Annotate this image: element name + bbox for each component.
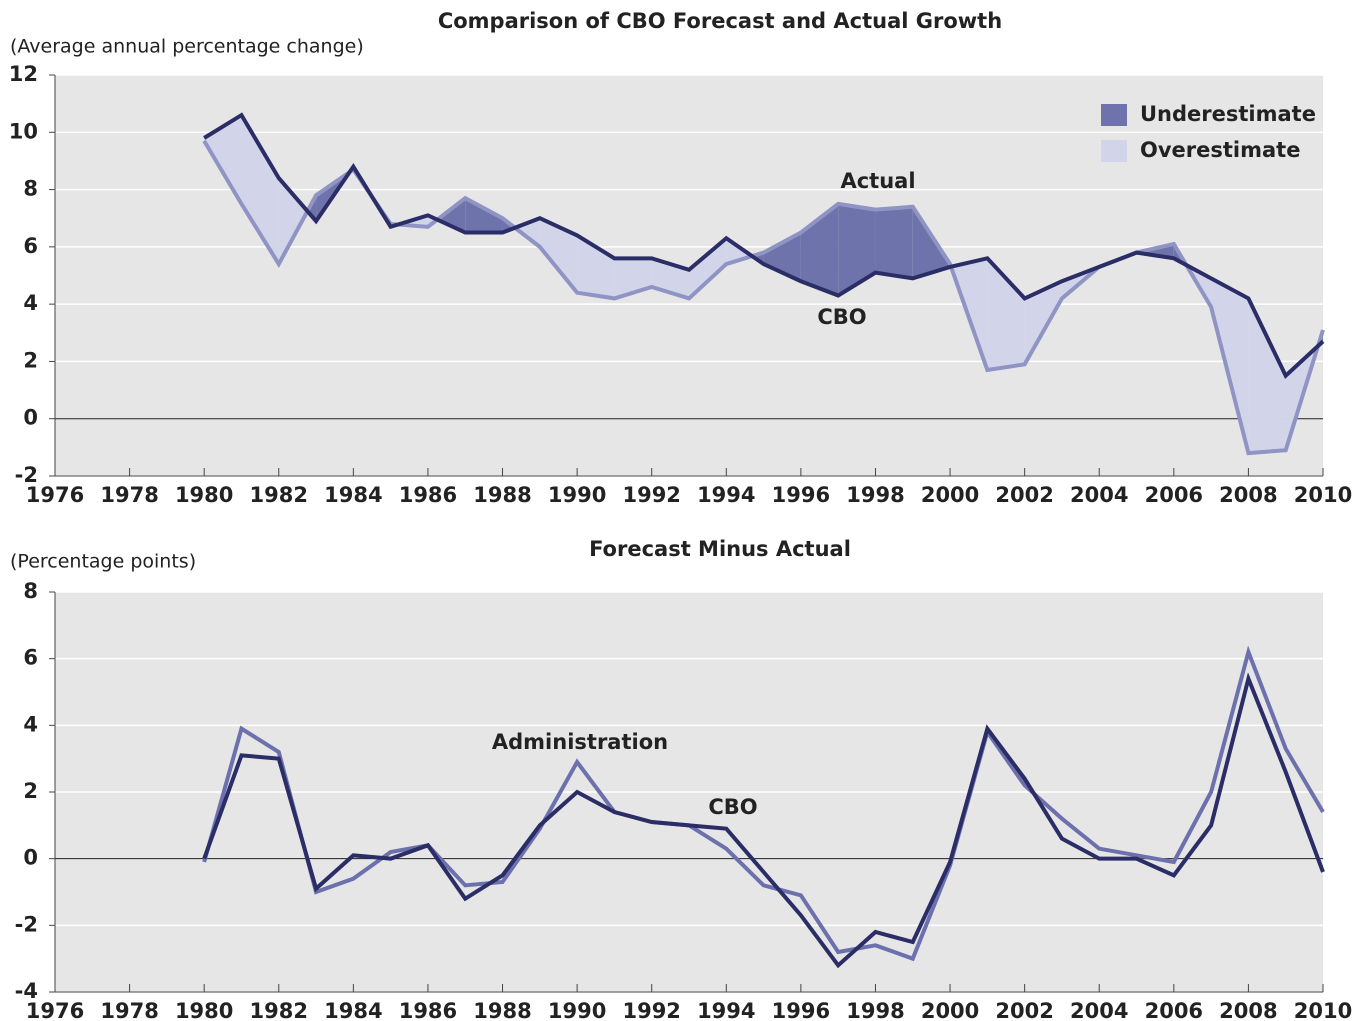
x-tick-label: 2000 [921, 999, 979, 1021]
y-tick-label: 6 [23, 646, 38, 670]
y-tick-label: -2 [15, 463, 38, 487]
y-tick-label: 2 [23, 348, 38, 372]
y-tick-label: 6 [23, 234, 38, 258]
x-tick-label: 1996 [772, 483, 830, 507]
x-tick-label: 1978 [100, 483, 158, 507]
fill-band [539, 218, 578, 293]
x-tick-label: 1976 [26, 999, 84, 1021]
fill-band [204, 115, 242, 204]
x-tick-label: 1998 [846, 483, 904, 507]
series-label: CBO [817, 305, 866, 329]
fill-band [1248, 298, 1286, 454]
x-tick-label: 2006 [1145, 999, 1203, 1021]
x-tick-label: 1982 [250, 999, 308, 1021]
x-tick-label: 1984 [324, 483, 382, 507]
x-tick-label: 1998 [846, 999, 904, 1021]
chart-title: Comparison of CBO Forecast and Actual Gr… [438, 9, 1002, 33]
y-tick-label: 8 [23, 177, 38, 201]
x-tick-label: 2008 [1219, 483, 1277, 507]
x-tick-label: 1990 [548, 483, 606, 507]
x-tick-label: 2000 [921, 483, 979, 507]
fill-band [437, 198, 466, 233]
fill-band [763, 232, 801, 282]
fill-band [465, 198, 503, 233]
y-tick-label: -2 [15, 912, 38, 936]
series-label: CBO [708, 795, 757, 819]
y-tick-label: 2 [23, 779, 38, 803]
fill-band [875, 206, 913, 279]
legend-label: Underestimate [1140, 102, 1316, 126]
series-label: Actual [840, 169, 915, 193]
y-tick-label: -4 [15, 979, 38, 1003]
x-tick-label: 1978 [100, 999, 158, 1021]
y-tick-label: 0 [23, 846, 38, 870]
series-line [202, 645, 1325, 962]
x-tick-label: 1992 [622, 999, 680, 1021]
x-tick-label: 1996 [772, 999, 830, 1021]
y-tick-label: 8 [23, 579, 38, 603]
x-tick-label: 1980 [175, 999, 233, 1021]
legend-label: Overestimate [1140, 138, 1300, 162]
x-tick-label: 1984 [324, 999, 382, 1021]
x-tick-label: 2002 [995, 999, 1053, 1021]
x-tick-label: 2010 [1294, 999, 1352, 1021]
y-tick-label: 4 [23, 291, 38, 315]
series-label: Administration [492, 730, 668, 754]
fill-band [1024, 281, 1062, 365]
x-tick-label: 2010 [1294, 483, 1352, 507]
fill-band [689, 238, 727, 299]
y-axis-label: (Average annual percentage change) [10, 36, 364, 58]
fill-band [278, 178, 308, 265]
x-tick-label: 1988 [473, 999, 531, 1021]
x-tick-label: 1980 [175, 483, 233, 507]
x-tick-label: 1992 [622, 483, 680, 507]
x-tick-label: 1982 [250, 483, 308, 507]
x-tick-label: 1986 [399, 999, 457, 1021]
x-tick-label: 2002 [995, 483, 1053, 507]
series-line [203, 112, 1325, 380]
x-tick-label: 2004 [1070, 999, 1128, 1021]
series-line [202, 672, 1325, 969]
chart-title: Forecast Minus Actual [589, 537, 851, 561]
legend-swatch [1101, 104, 1127, 126]
x-tick-label: 1986 [399, 483, 457, 507]
x-tick-label: 1976 [26, 483, 84, 507]
legend-swatch [1101, 140, 1127, 162]
x-tick-label: 1990 [548, 999, 606, 1021]
fill-band [241, 115, 279, 265]
x-tick-label: 1994 [697, 483, 755, 507]
y-tick-label: 10 [9, 119, 38, 143]
y-tick-label: 12 [9, 62, 38, 86]
fill-band [838, 203, 876, 296]
x-tick-label: 2006 [1145, 483, 1203, 507]
x-tick-label: 2008 [1219, 999, 1277, 1021]
x-tick-label: 1994 [697, 999, 755, 1021]
x-tick-label: 1988 [473, 483, 531, 507]
x-tick-label: 2004 [1070, 483, 1128, 507]
y-tick-label: 0 [23, 406, 38, 430]
y-axis-label: (Percentage points) [10, 551, 196, 573]
fill-band [577, 235, 615, 299]
y-tick-label: 4 [23, 712, 38, 736]
fill-band [987, 258, 1025, 371]
